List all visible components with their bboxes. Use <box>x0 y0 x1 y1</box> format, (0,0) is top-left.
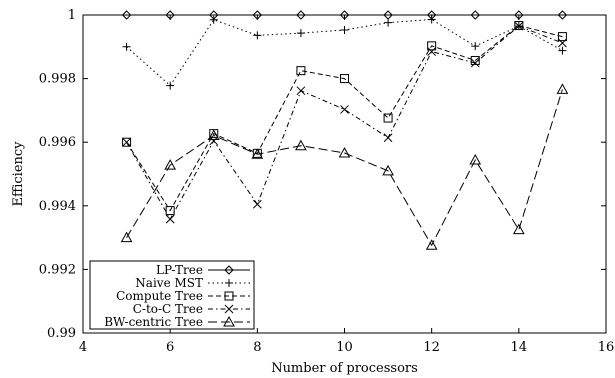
legend-marker <box>225 279 233 287</box>
data-point <box>425 239 438 250</box>
data-point <box>339 10 350 20</box>
data-point <box>207 129 220 141</box>
y-tick-label: 0.994 <box>39 199 76 214</box>
legend-label: LP-Tree <box>156 263 203 277</box>
data-point <box>557 32 567 42</box>
y-tick-label: 0.998 <box>39 72 76 87</box>
data-point <box>120 231 133 243</box>
data-point <box>295 139 307 151</box>
y-tick-label: 0.992 <box>39 262 76 277</box>
data-point <box>556 83 569 94</box>
data-point <box>557 10 568 20</box>
data-point <box>383 133 393 143</box>
data-point <box>209 136 219 146</box>
x-axis: 4 6 8 10 12 14 16 <box>79 15 614 355</box>
data-point <box>122 137 131 147</box>
data-point <box>558 46 567 55</box>
series-lp-tree <box>121 10 568 20</box>
data-point <box>122 137 132 147</box>
legend-marker <box>224 291 234 301</box>
data-point <box>165 10 175 20</box>
data-point <box>512 223 525 235</box>
series-line <box>126 89 563 247</box>
series-c-to-c-tree <box>122 21 567 224</box>
data-point <box>514 20 524 30</box>
series-layer <box>120 10 569 250</box>
data-point <box>340 105 349 114</box>
data-point <box>296 10 306 20</box>
data-point <box>427 41 437 51</box>
series-line <box>126 24 563 212</box>
series-bw-centric-tree <box>120 83 569 250</box>
x-tick-label: 16 <box>598 340 615 355</box>
data-point <box>470 58 480 68</box>
legend-marker <box>224 265 234 275</box>
legend-label: C-to-C Tree <box>133 302 203 316</box>
x-tick-label: 8 <box>253 340 261 355</box>
data-point <box>252 10 263 20</box>
data-point <box>384 18 393 27</box>
data-point <box>338 146 351 158</box>
x-tick-label: 10 <box>336 340 353 355</box>
x-tick-label: 12 <box>423 340 440 355</box>
data-point <box>383 113 393 123</box>
data-point <box>470 55 480 65</box>
series-line <box>126 25 563 221</box>
data-point <box>471 42 480 51</box>
legend-marker <box>223 315 235 327</box>
data-point <box>340 25 349 34</box>
data-point <box>296 86 306 96</box>
data-point <box>427 15 436 24</box>
data-point <box>340 74 349 84</box>
data-point <box>514 21 524 31</box>
data-point <box>427 47 437 56</box>
data-point <box>296 29 305 38</box>
data-point <box>251 148 264 159</box>
y-tick-label: 0.996 <box>39 135 76 150</box>
data-point <box>122 42 131 51</box>
x-tick-label: 6 <box>166 340 174 355</box>
data-point <box>296 66 306 76</box>
data-point <box>514 10 524 20</box>
legend-marker <box>224 304 234 314</box>
x-tick-label: 14 <box>511 340 528 355</box>
x-axis-label: Number of processors <box>271 361 418 376</box>
data-point <box>165 214 175 224</box>
data-point <box>165 206 175 216</box>
data-point <box>470 10 480 20</box>
data-point <box>382 164 394 176</box>
data-point <box>252 199 262 209</box>
y-axis-label: Efficiency <box>11 141 26 207</box>
y-axis: 0.99 0.992 0.994 0.996 0.998 1 <box>39 8 606 341</box>
data-point <box>121 10 132 20</box>
legend-label: BW-centric Tree <box>104 315 203 329</box>
legend-label: Naive MST <box>135 276 203 290</box>
legend-label: Compute Tree <box>116 289 203 303</box>
data-point <box>209 15 218 24</box>
data-point <box>166 81 175 90</box>
data-point <box>253 31 262 40</box>
y-tick-label: 0.99 <box>47 326 76 341</box>
y-tick-label: 1 <box>68 8 76 23</box>
data-point <box>558 38 567 48</box>
x-tick-label: 4 <box>79 340 87 355</box>
data-point <box>469 153 482 165</box>
data-point <box>164 159 177 170</box>
